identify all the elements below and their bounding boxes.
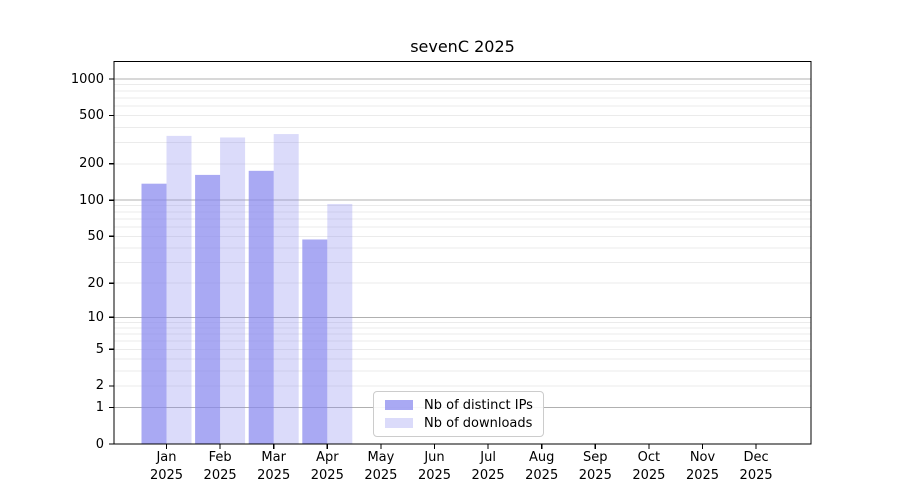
x-tick-label-jan: Jan 2025 [149,450,184,483]
x-tick-label-dec: Dec 2025 [739,450,773,483]
bar-downloads-apr [327,203,353,444]
x-tick-label-sep: Sep 2025 [578,450,612,483]
legend-item-downloads: Nb of downloads [385,416,535,431]
bar-distinct-ips-mar [248,170,274,444]
x-tick-label-feb: Feb 2025 [203,450,237,483]
x-tick-label-jun: Jun 2025 [417,450,452,483]
y-tick-label: 50 [87,228,104,244]
bar-downloads-mar [273,134,299,444]
x-tick-label-may: May 2025 [364,450,398,483]
legend-swatch-downloads [385,418,413,428]
chart-title: sevenC 2025 [410,37,515,56]
y-tick-label: 2 [95,378,104,394]
y-tick-label: 10 [87,309,104,325]
y-tick-label: 0 [95,436,104,452]
x-tick-label-nov: Nov 2025 [685,450,720,483]
legend-item-distinct-ips: Nb of distinct IPs [385,398,535,413]
x-tick-label-oct: Oct 2025 [632,450,666,483]
y-tick-label: 20 [87,275,104,291]
legend: Nb of distinct IPs Nb of downloads [373,391,544,437]
x-tick-label-jul: Jul 2025 [471,450,505,483]
x-tick-label-aug: Aug 2025 [525,450,559,483]
tick-marks [109,78,757,449]
legend-swatch-distinct-ips [385,400,413,410]
gridlines-minor [114,84,811,387]
bar-downloads-jan [166,135,192,444]
bar-downloads-feb [220,137,246,445]
bar-distinct-ips-feb [195,174,221,444]
y-tick-label: 1000 [70,71,104,87]
x-tick-label-apr: Apr 2025 [310,450,344,483]
legend-label-distinct-ips: Nb of distinct IPs [424,397,533,413]
y-tick-label: 5 [95,341,104,357]
series-distinct-ips [141,170,328,444]
y-tick-label: 100 [79,192,104,208]
bar-distinct-ips-apr [302,239,328,444]
x-tick-label-mar: Mar 2025 [257,450,291,483]
y-tick-label: 1 [95,399,104,415]
bar-distinct-ips-jan [141,183,167,444]
plot-frame [113,60,812,445]
legend-label-downloads: Nb of downloads [424,415,533,431]
series-downloads [166,134,353,445]
y-tick-label: 200 [79,156,104,172]
y-tick-label: 500 [79,108,104,124]
